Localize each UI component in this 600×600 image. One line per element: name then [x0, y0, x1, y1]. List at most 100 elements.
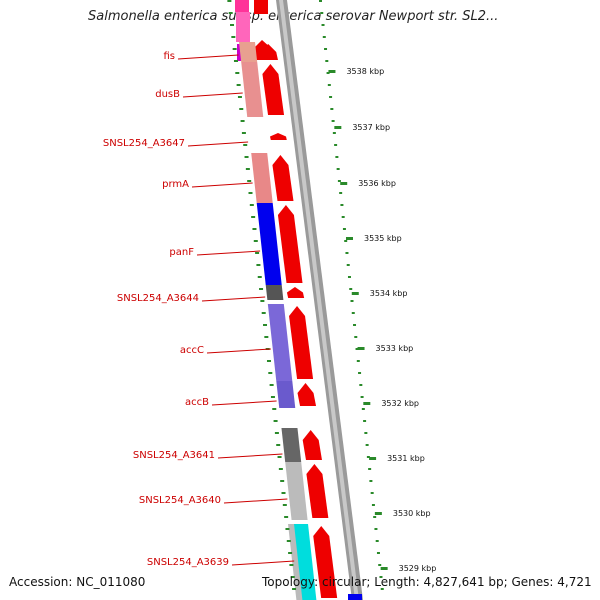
- leader-line: [231, 560, 295, 566]
- inner-dot: [235, 72, 240, 74]
- cds-arrow-panF[interactable]: [277, 205, 303, 283]
- gene-box-fis[interactable]: [239, 42, 258, 62]
- outer-dot: [336, 168, 340, 170]
- inner-dot: [264, 336, 269, 338]
- cds-arrow-fis[interactable]: [260, 44, 278, 60]
- gene-label-dusB[interactable]: dusB: [155, 89, 180, 100]
- outer-dot: [380, 588, 384, 590]
- bottom-blue: [348, 594, 362, 600]
- cds-arrow-accC[interactable]: [289, 306, 314, 379]
- cds-arrow-SNSL254_A3644[interactable]: [286, 287, 305, 298]
- gene-label-SNSL254_A3639[interactable]: SNSL254_A3639: [147, 557, 229, 568]
- inner-dot: [230, 24, 235, 26]
- map-title: Salmonella enterica subsp. enterica sero…: [88, 9, 499, 24]
- outer-dot: [356, 360, 360, 362]
- kbp-tick-mark: [328, 70, 336, 73]
- gene-label-fis[interactable]: fis: [163, 51, 175, 62]
- cds-arrow-SNSL254_A3640[interactable]: [306, 464, 329, 518]
- top-sliver-magenta: [235, 0, 249, 12]
- gene-box-SNSL254_A3641[interactable]: [281, 428, 302, 462]
- leader-line: [223, 498, 288, 504]
- inner-dot: [256, 264, 261, 266]
- inner-dot: [228, 12, 233, 14]
- gene-label-SNSL254_A3644[interactable]: SNSL254_A3644: [117, 293, 199, 304]
- outer-dot: [322, 36, 326, 38]
- inner-dot: [252, 228, 257, 230]
- gene-box-accB[interactable]: [276, 381, 296, 408]
- inner-dot: [270, 396, 275, 398]
- accession-text: Accession: NC_011080: [9, 575, 146, 589]
- gene-box-extra: [288, 524, 303, 600]
- outer-dot: [332, 132, 336, 134]
- inner-dot: [282, 504, 287, 506]
- gene-box-prmA[interactable]: [251, 153, 273, 203]
- outer-dot: [324, 48, 328, 50]
- gene-label-prmA[interactable]: prmA: [162, 179, 189, 190]
- kbp-tick-label: 3537 kbp: [352, 123, 390, 132]
- gene-label-SNSL254_A3647[interactable]: SNSL254_A3647: [103, 138, 185, 149]
- cds-arrow-SNSL254_A3641[interactable]: [302, 430, 322, 460]
- kbp-tick-mark: [380, 567, 388, 570]
- kbp-tick-label: 3529 kbp: [399, 564, 437, 573]
- leader-line: [177, 54, 239, 60]
- inner-dot: [273, 420, 278, 422]
- cds-arrow-SNSL254_A3647[interactable]: [270, 133, 287, 140]
- gene-box-SNSL254_A3639[interactable]: [292, 524, 317, 600]
- outer-dot: [368, 468, 372, 470]
- outer-dot: [349, 288, 353, 290]
- outer-dot: [360, 396, 364, 398]
- outer-dot: [339, 192, 343, 194]
- gene-box-SNSL254_A3640[interactable]: [285, 462, 308, 520]
- outer-dot: [344, 240, 348, 242]
- cds-arrow-prmA[interactable]: [272, 155, 294, 201]
- gene-box-SNSL254_A3644[interactable]: [265, 285, 284, 300]
- inner-dot: [227, 0, 232, 2]
- kbp-tick-label: 3533 kbp: [376, 344, 414, 353]
- outer-dot: [365, 444, 369, 446]
- gene-box-accC[interactable]: [267, 304, 293, 381]
- leader-line: [211, 400, 277, 406]
- inner-dot: [292, 588, 297, 590]
- outer-dot: [369, 480, 373, 482]
- inner-dot: [257, 276, 262, 278]
- outer-dot: [376, 552, 380, 554]
- gene-label-panF[interactable]: panF: [169, 247, 194, 258]
- gene-box-panF[interactable]: [256, 203, 282, 285]
- kbp-tick-mark: [357, 347, 365, 350]
- gene-label-SNSL254_A3641[interactable]: SNSL254_A3641: [133, 450, 215, 461]
- leader-line: [187, 141, 249, 147]
- gene-label-accC[interactable]: accC: [180, 345, 204, 356]
- cds-arrow-dusB[interactable]: [262, 64, 285, 115]
- inner-dot: [281, 492, 286, 494]
- gene-label-accB[interactable]: accB: [185, 397, 209, 408]
- outer-dot: [334, 144, 338, 146]
- inner-dot: [261, 312, 266, 314]
- outer-dot: [329, 96, 333, 98]
- outer-dot: [366, 456, 370, 458]
- outer-dot: [345, 252, 349, 254]
- inner-dot: [237, 96, 242, 98]
- leader-line: [206, 348, 271, 354]
- inner-dot: [277, 456, 282, 458]
- inner-dot: [288, 552, 293, 554]
- kbp-tick-mark: [340, 182, 348, 185]
- kbp-tick-label: 3534 kbp: [370, 289, 408, 298]
- outer-dot: [379, 576, 383, 578]
- outer-dot: [331, 120, 335, 122]
- inner-dot: [251, 216, 256, 218]
- gene-label-SNSL254_A3640[interactable]: SNSL254_A3640: [139, 495, 221, 506]
- inner-dot: [232, 48, 237, 50]
- cds-arrow-SNSL254_A3639[interactable]: [313, 526, 338, 598]
- outer-dot: [370, 492, 374, 494]
- inner-dot: [248, 192, 253, 194]
- cds-arrow-accB[interactable]: [297, 383, 317, 406]
- outer-dot: [358, 372, 362, 374]
- inner-dot: [284, 516, 289, 518]
- inner-dot: [243, 144, 248, 146]
- kbp-tick-mark: [351, 292, 359, 295]
- outer-dot: [350, 300, 354, 302]
- inner-dot: [272, 408, 277, 410]
- gene-box-dusB[interactable]: [241, 62, 264, 117]
- outer-dot: [320, 12, 324, 14]
- inner-dot: [260, 300, 265, 302]
